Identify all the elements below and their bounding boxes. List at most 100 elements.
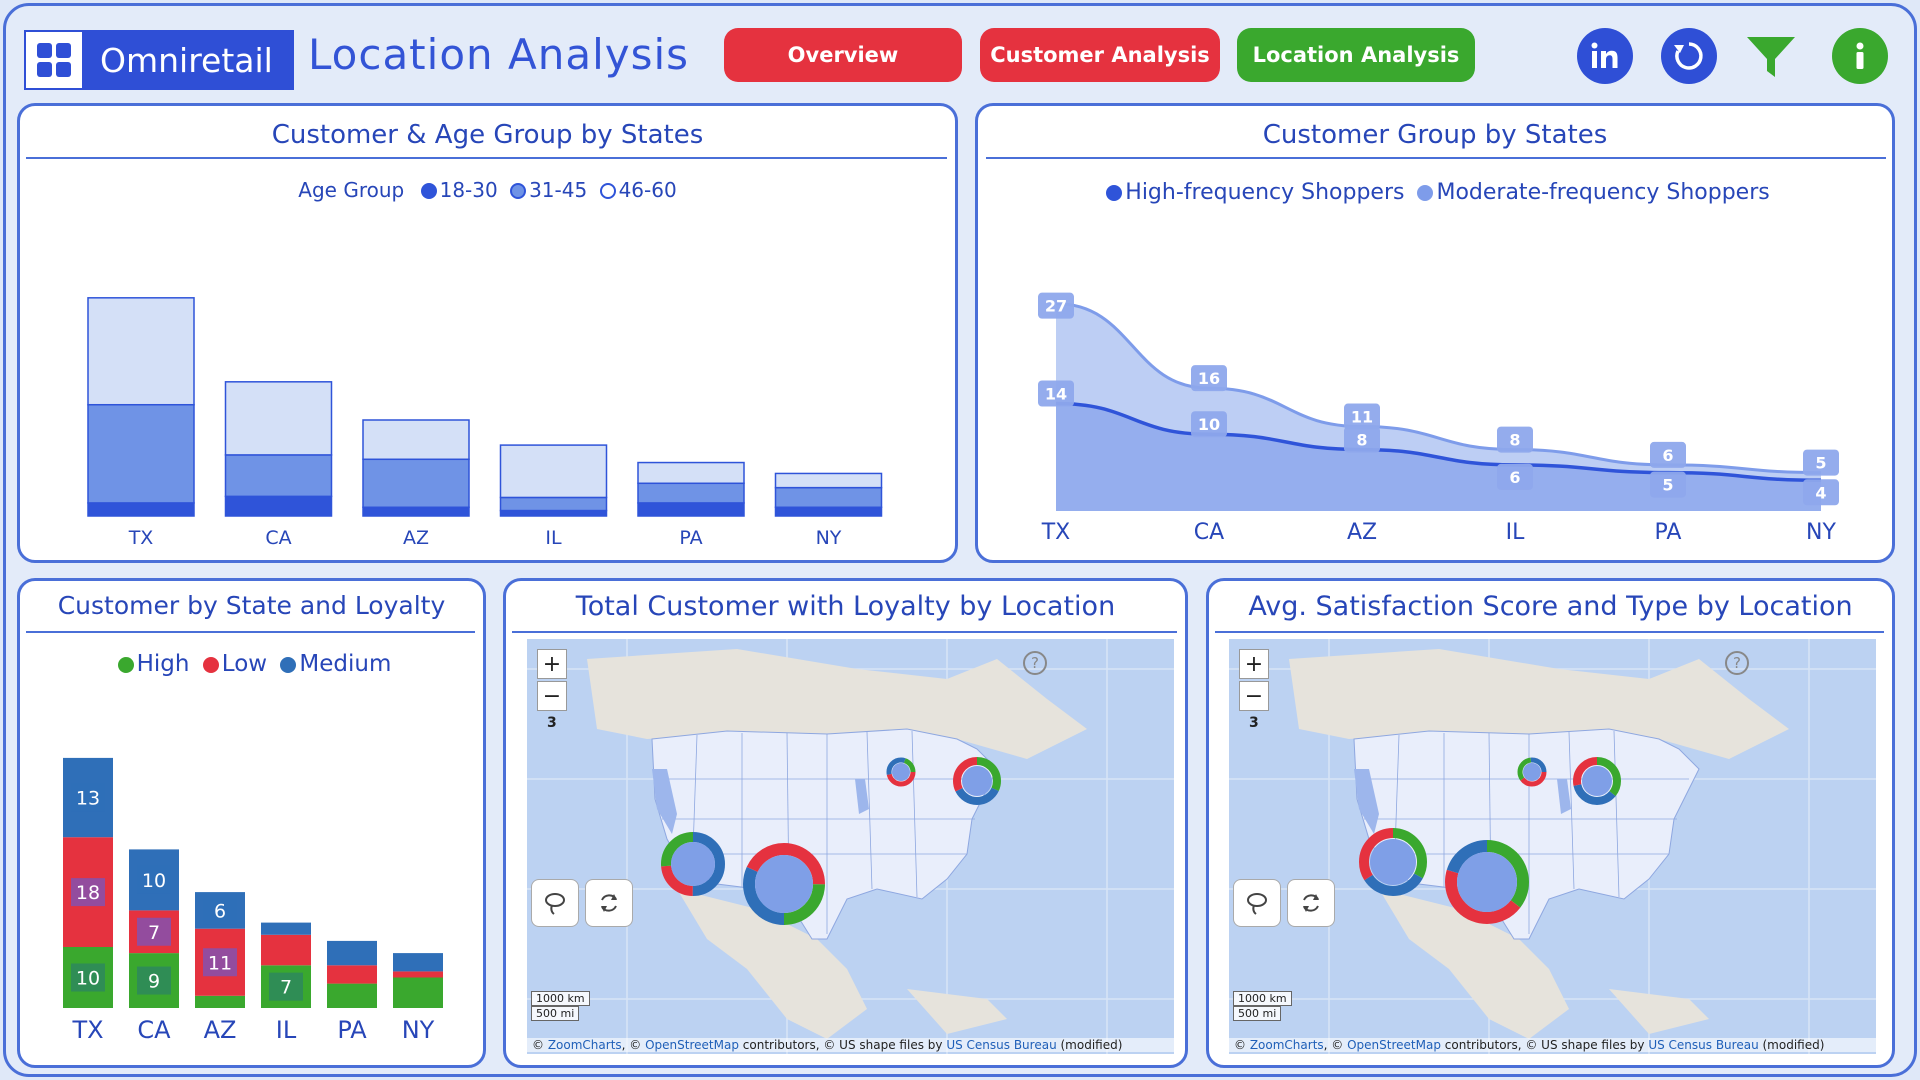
reset-map-icon[interactable] — [585, 879, 633, 927]
bar-ny-18-30[interactable] — [774, 506, 883, 517]
lasso-icon[interactable] — [531, 879, 579, 927]
bar-pa-high[interactable] — [327, 983, 377, 1008]
bar-ny-high[interactable] — [393, 977, 443, 1009]
loyalty-donut-layer — [661, 757, 1001, 925]
info-icon[interactable] — [1832, 28, 1888, 84]
zoomcharts-link[interactable]: ZoomCharts — [1249, 1038, 1324, 1052]
donut-il[interactable] — [886, 757, 916, 787]
help-icon[interactable]: ? — [1725, 651, 1749, 675]
brand-badge: Omniretail — [24, 30, 294, 90]
donut-ca[interactable] — [661, 832, 725, 896]
reset-map-icon[interactable] — [1287, 879, 1335, 927]
bar-ca-31-45[interactable] — [224, 454, 333, 498]
bar-pa-medium[interactable] — [327, 940, 377, 966]
data-label-bg — [1803, 479, 1839, 506]
map-scale-km: 1000 km — [1233, 991, 1292, 1006]
donut-il[interactable] — [1517, 757, 1547, 787]
loyalty-map-title: Total Customer with Loyalty by Location — [575, 591, 1116, 622]
bar-pa-low[interactable] — [327, 965, 377, 984]
legend-label-high: High — [136, 651, 190, 677]
refresh-icon[interactable] — [1661, 28, 1717, 84]
bar-az-18-30[interactable] — [362, 506, 470, 517]
data-label-text: 6 — [214, 900, 226, 922]
donut-pa-ny[interactable] — [953, 757, 1001, 805]
x-tick-label: TX — [128, 527, 154, 549]
data-label-text: 14 — [1045, 385, 1067, 404]
donut-ca[interactable] — [1359, 828, 1427, 896]
bar-tx-31-45[interactable] — [87, 403, 195, 504]
bar-ny-46-60[interactable] — [774, 472, 883, 489]
data-label-bg — [71, 878, 105, 907]
linkedin-icon[interactable] — [1577, 28, 1633, 84]
legend-label-moderate-frequency: Moderate-frequency Shoppers — [1436, 180, 1770, 205]
bar-az-high[interactable] — [195, 995, 245, 1008]
data-label-text: 27 — [1045, 297, 1067, 316]
data-label-bg — [203, 896, 237, 925]
donut-pa-ny[interactable] — [1573, 757, 1621, 805]
satisfaction-map-panel: Avg. Satisfaction Score and Type by Loca… — [1206, 578, 1895, 1068]
bar-il-46-60[interactable] — [499, 444, 608, 499]
legend-title: Age Group — [298, 178, 405, 202]
bar-il-medium[interactable] — [261, 922, 311, 935]
bar-pa-18-30[interactable] — [637, 502, 745, 517]
donut-tx[interactable] — [1445, 840, 1529, 924]
x-tick-label: IL — [1506, 520, 1525, 545]
data-label-bg — [1497, 426, 1533, 453]
age-group-title: Customer & Age Group by States — [271, 120, 704, 150]
bar-tx-46-60[interactable] — [87, 297, 195, 406]
data-label-text: 5 — [1662, 476, 1673, 495]
bar-ca-46-60[interactable] — [224, 381, 333, 456]
legend-label-medium: Medium — [299, 651, 392, 677]
location-analysis-button[interactable]: Location Analysis — [1237, 28, 1475, 82]
customer-analysis-button[interactable]: Customer Analysis — [980, 28, 1220, 82]
help-icon[interactable]: ? — [1023, 651, 1047, 675]
lasso-icon[interactable] — [1233, 879, 1281, 927]
bar-il-low[interactable] — [261, 934, 311, 966]
map-attribution: © ZoomCharts, © OpenStreetMap contributo… — [527, 1038, 1174, 1052]
bar-tx-18-30[interactable] — [87, 502, 195, 517]
overview-button[interactable]: Overview — [724, 28, 962, 82]
legend-label-18-30: 18-30 — [439, 178, 498, 202]
bar-ca-18-30[interactable] — [224, 495, 333, 517]
data-label-High-frequency Shoppers: 4 — [1803, 479, 1839, 506]
zoom-in-button[interactable]: + — [537, 649, 567, 679]
zoom-level: 3 — [1249, 715, 1259, 731]
legend-label-46-60: 46-60 — [618, 178, 677, 202]
zoom-out-button[interactable]: − — [1239, 681, 1269, 711]
zoomcharts-link[interactable]: ZoomCharts — [547, 1038, 622, 1052]
data-label-text: 13 — [76, 788, 100, 810]
bar-il-31-45[interactable] — [499, 496, 608, 512]
donut-tx[interactable] — [743, 843, 825, 925]
census-link[interactable]: US Census Bureau — [946, 1038, 1057, 1052]
bar-ny-medium[interactable] — [393, 953, 443, 972]
bar-pa-46-60[interactable] — [637, 461, 745, 485]
x-tick-label: AZ — [204, 1016, 237, 1044]
census-link[interactable]: US Census Bureau — [1648, 1038, 1759, 1052]
attribution-suffix: (modified) — [1758, 1038, 1825, 1052]
x-tick-label: AZ — [1347, 520, 1377, 545]
zoom-in-button[interactable]: + — [1239, 649, 1269, 679]
data-label-Moderate-frequency Shoppers: 11 — [1344, 403, 1380, 430]
bar-pa-31-45[interactable] — [637, 482, 745, 504]
legend-label-low: Low — [221, 651, 268, 677]
filter-icon[interactable] — [1743, 28, 1799, 84]
data-label-High-frequency Shoppers: 5 — [1650, 471, 1686, 498]
bar-il-18-30[interactable] — [499, 509, 608, 517]
loyalty-map-panel: Total Customer with Loyalty by Location — [503, 578, 1188, 1068]
openstreetmap-link[interactable]: OpenStreetMap — [645, 1038, 739, 1052]
loyalty-map[interactable]: + − 3 ? 1000 km 500 mi © ZoomCharts, © O… — [527, 639, 1174, 1054]
map-scale-mi: 500 mi — [1233, 1006, 1282, 1021]
age-group-panel: Customer & Age Group by States Age Group… — [17, 103, 958, 563]
bar-ny-low[interactable] — [393, 971, 443, 978]
attribution-text: contributors, © US shape files by — [738, 1038, 947, 1052]
bar-ny-31-45[interactable] — [774, 486, 883, 509]
line-High-frequency Shoppers[interactable] — [1055, 401, 1822, 483]
openstreetmap-link[interactable]: OpenStreetMap — [1347, 1038, 1441, 1052]
customer-group-panel: Customer Group by States High-frequency … — [975, 103, 1895, 563]
bar-az-31-45[interactable] — [362, 458, 470, 509]
bar-az-46-60[interactable] — [362, 419, 470, 461]
satisfaction-map[interactable]: + − 3 ? 1000 km 500 mi © ZoomCharts, © O… — [1229, 639, 1876, 1054]
legend-label-high-frequency: High-frequency Shoppers — [1125, 180, 1405, 205]
zoom-out-button[interactable]: − — [537, 681, 567, 711]
loyalty-legend: High Low Medium — [20, 651, 483, 677]
